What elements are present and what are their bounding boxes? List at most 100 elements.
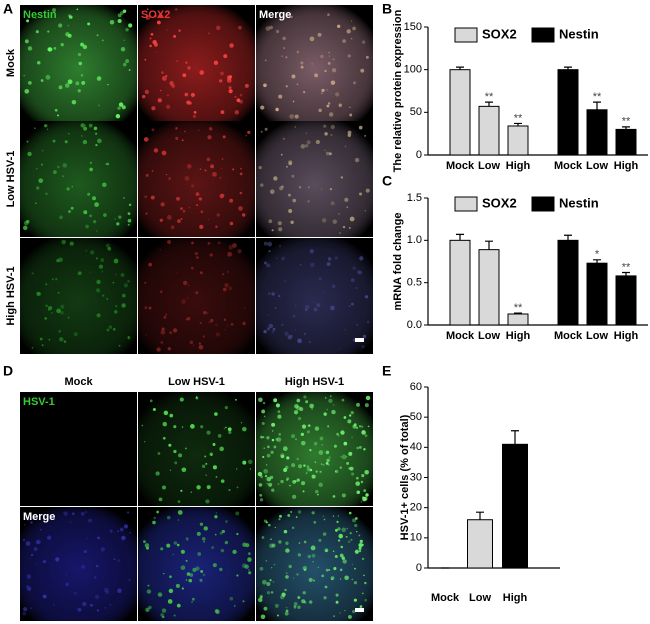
cell-speckle [307,186,310,189]
cell-speckle [95,257,99,260]
cell-speckle [242,600,245,603]
cell-speckle [319,436,324,441]
cell-speckle [266,327,270,331]
cell-speckle [89,271,92,273]
x-tick-label: Low [469,592,491,604]
cell-speckle [175,583,180,588]
cell-speckle [260,614,266,620]
cell-speckle [293,605,297,609]
cell-speckle [226,270,229,273]
cell-speckle [361,592,364,595]
cell-speckle [207,218,210,221]
cell-speckle [196,485,201,490]
cell-speckle [188,578,193,583]
cell-speckle [344,328,347,331]
cell-speckle [239,172,243,176]
cell-speckle [363,448,366,451]
cell-speckle [339,553,344,558]
cell-speckle [330,576,335,580]
cell-speckle [224,283,229,288]
cell-speckle [330,80,336,85]
cell-speckle [26,219,30,224]
cell-speckle [219,531,223,535]
cell-speckle [303,540,307,544]
cell-speckle [359,539,363,544]
cell-speckle [341,556,345,560]
cell-speckle [361,345,365,349]
cell-speckle [98,264,104,269]
cell-speckle [185,537,189,541]
cell-speckle [119,527,124,532]
cell-speckle [71,512,75,516]
cell-speckle [242,460,247,465]
y-axis-label: mRNA fold change [392,213,404,311]
cell-speckle [273,563,276,566]
cell-speckle [325,151,330,156]
cell-speckle [336,520,339,524]
cell-speckle [94,576,97,579]
cell-speckle [262,436,265,439]
cell-speckle [305,400,309,404]
cell-speckle [109,20,115,25]
cell-speckle [177,500,181,503]
cell-speckle [296,83,299,86]
cell-speckle [360,501,363,503]
cell-speckle [191,241,194,245]
cell-speckle [182,73,187,78]
cell-speckle [117,530,120,533]
cell-speckle [118,215,122,219]
cell-speckle [297,416,302,421]
cell-speckle [208,32,210,34]
cell-speckle [121,535,126,541]
cell-speckle [67,24,70,27]
cell-speckle [298,186,302,189]
cell-speckle [311,408,313,410]
cell-speckle [316,303,321,308]
cell-speckle [160,330,166,335]
cell-speckle [103,587,109,593]
cell-speckle [55,278,58,281]
cell-speckle [354,567,356,570]
micrograph-signal [20,238,137,354]
cell-speckle [343,441,348,446]
cell-speckle [65,32,70,37]
row-label: Low HSV-1 [5,151,17,208]
cell-speckle [28,81,32,85]
cell-speckle [244,564,249,569]
cell-speckle [364,403,369,408]
cell-speckle [303,601,307,604]
cell-speckle [68,132,70,135]
cell-speckle [198,129,200,131]
cell-speckle [169,575,172,579]
cell-speckle [84,124,86,126]
cell-speckle [65,574,67,576]
cell-speckle [228,286,233,291]
cell-speckle [364,581,367,584]
cell-speckle [300,65,304,69]
cell-speckle [294,329,297,331]
cell-speckle [157,592,163,597]
cell-speckle [277,414,282,419]
cell-speckle [233,605,236,607]
cell-speckle [36,60,41,65]
cell-speckle [149,37,152,40]
cell-speckle [241,213,246,217]
cell-speckle [199,522,204,526]
cell-speckle [268,323,274,329]
cell-speckle [173,425,177,429]
cell-speckle [327,62,331,65]
cell-speckle [318,277,322,280]
cell-speckle [332,404,335,406]
cell-speckle [228,89,233,94]
cell-speckle [236,532,239,536]
cell-speckle [288,160,293,165]
cell-speckle [177,219,181,223]
cell-speckle [348,511,352,515]
cell-speckle [283,47,285,49]
cell-speckle [351,472,355,476]
cell-speckle [239,93,243,97]
cell-speckle [45,283,48,286]
cell-speckle [283,529,288,534]
cell-speckle [277,410,281,413]
significance: ** [593,91,602,103]
